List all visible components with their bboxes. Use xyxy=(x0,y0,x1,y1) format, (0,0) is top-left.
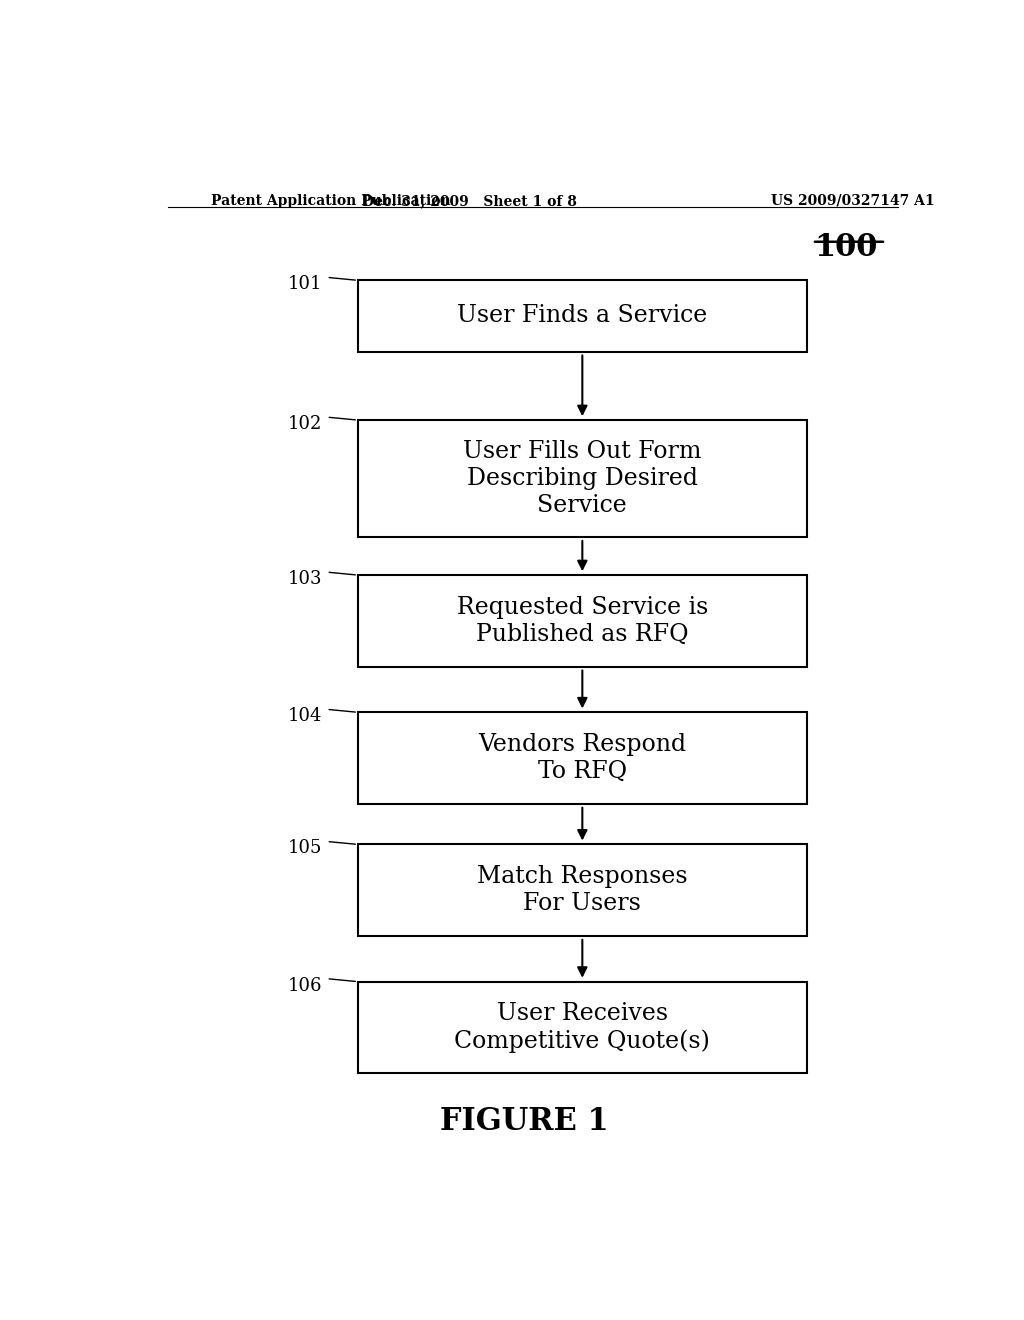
Bar xyxy=(358,845,807,936)
Text: 106: 106 xyxy=(288,977,323,994)
Text: User Receives
Competitive Quote(s): User Receives Competitive Quote(s) xyxy=(455,1002,711,1052)
Text: US 2009/0327147 A1: US 2009/0327147 A1 xyxy=(771,194,935,209)
Text: FIGURE 1: FIGURE 1 xyxy=(440,1106,609,1138)
Text: 102: 102 xyxy=(288,414,323,433)
Text: Vendors Respond
To RFQ: Vendors Respond To RFQ xyxy=(478,734,686,783)
Text: 103: 103 xyxy=(288,570,323,587)
Bar xyxy=(358,420,807,537)
Text: 101: 101 xyxy=(288,276,323,293)
Bar xyxy=(358,576,807,667)
Text: 100: 100 xyxy=(814,231,878,263)
Bar xyxy=(358,280,807,351)
Text: User Finds a Service: User Finds a Service xyxy=(457,305,708,327)
Text: User Fills Out Form
Describing Desired
Service: User Fills Out Form Describing Desired S… xyxy=(463,441,701,516)
Text: 104: 104 xyxy=(288,708,323,725)
Bar xyxy=(358,713,807,804)
Bar xyxy=(358,982,807,1073)
Text: Patent Application Publication: Patent Application Publication xyxy=(211,194,451,209)
Text: 105: 105 xyxy=(288,840,323,858)
Text: Dec. 31, 2009   Sheet 1 of 8: Dec. 31, 2009 Sheet 1 of 8 xyxy=(361,194,577,209)
Text: Requested Service is
Published as RFQ: Requested Service is Published as RFQ xyxy=(457,597,708,645)
Text: Match Responses
For Users: Match Responses For Users xyxy=(477,866,688,915)
